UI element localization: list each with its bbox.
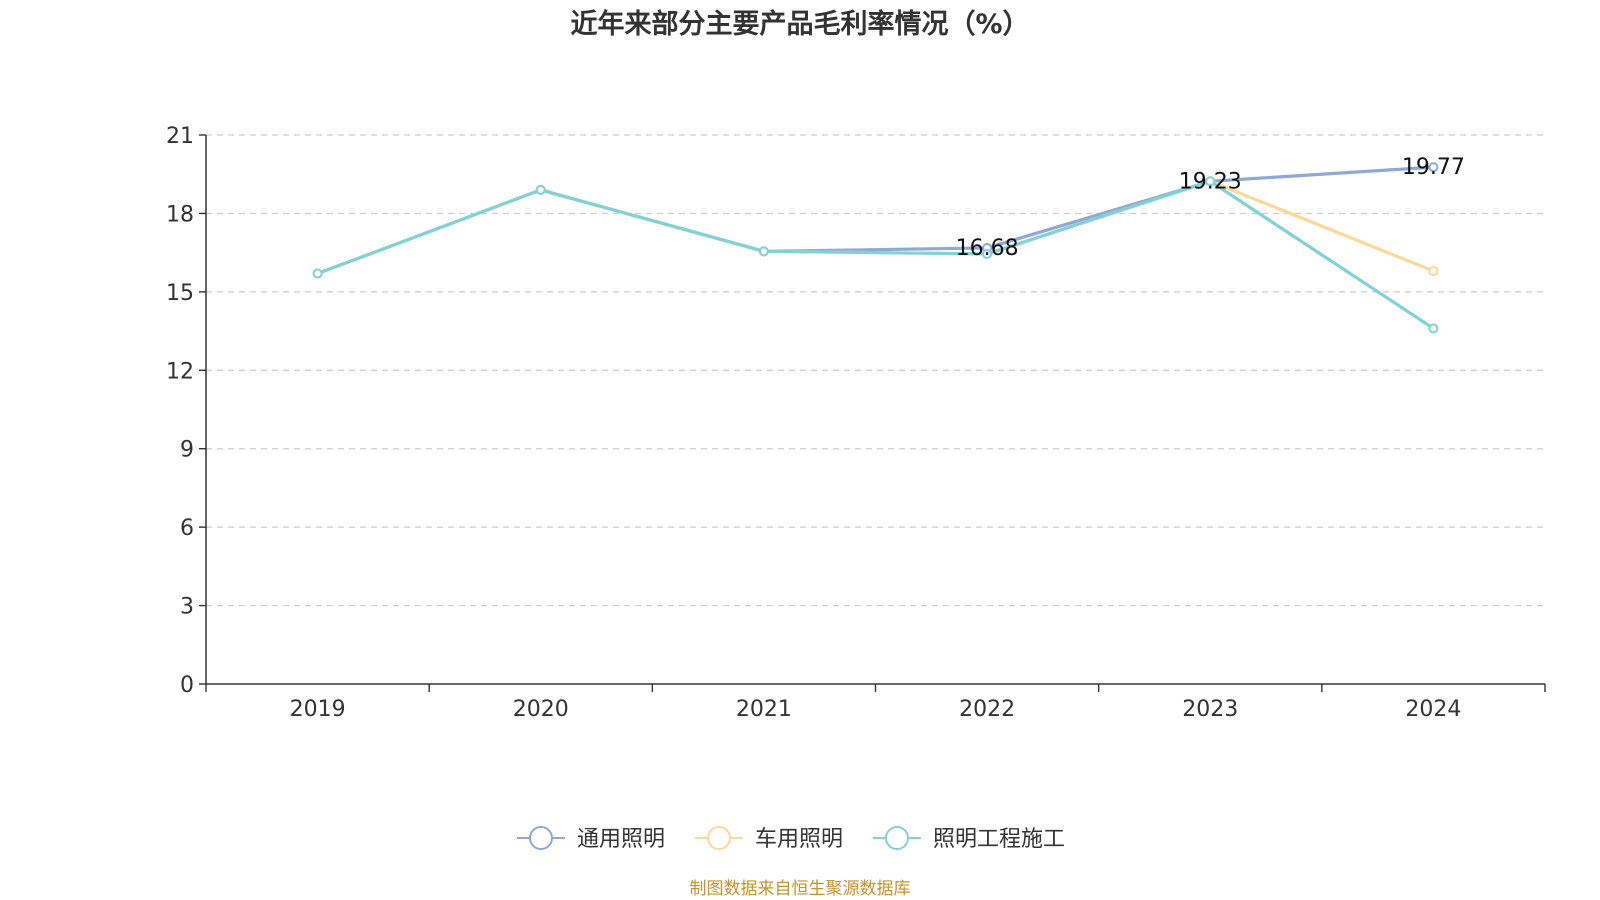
data-point[interactable] (758, 246, 769, 257)
data-label: 19.23 (1179, 169, 1242, 194)
y-tick-label: 15 (166, 281, 194, 306)
legend-marker (885, 826, 909, 850)
y-tick-label: 6 (180, 516, 194, 541)
y-tick-label: 12 (166, 359, 194, 384)
y-tick-label: 21 (166, 124, 194, 149)
legend-label: 通用照明 (577, 827, 665, 852)
axes: 0 3 6 9 12 15 18 21 2019 2020 2021 2022 2023 2024 (166, 124, 1546, 722)
x-tick-label: 2020 (513, 697, 569, 722)
grid-lines (206, 134, 1545, 607)
data-point[interactable] (535, 184, 546, 195)
y-tick-label: 0 (180, 673, 194, 698)
data-point[interactable] (1428, 265, 1439, 276)
data-label: 19.77 (1402, 155, 1465, 180)
legend-marker (529, 826, 553, 850)
legend: 通用照明 车用照明 照明工程施工 (517, 826, 1065, 852)
legend-label: 照明工程施工 (933, 827, 1065, 852)
data-label: 16.68 (956, 236, 1019, 261)
chart-title: 近年来部分主要产品毛利率情况（%） (570, 8, 1029, 40)
data-point[interactable] (1428, 162, 1439, 173)
data-point[interactable] (1428, 323, 1439, 334)
data-labels: 16.68 19.23 19.77 (956, 155, 1465, 261)
series-line-0 (317, 165, 1434, 276)
data-point[interactable] (312, 268, 323, 279)
legend-label: 车用照明 (755, 827, 843, 852)
legend-item-2[interactable]: 照明工程施工 (873, 826, 1065, 852)
legend-item-0[interactable]: 通用照明 (517, 826, 665, 852)
x-tick-label: 2022 (959, 697, 1015, 722)
y-tick-label: 3 (180, 595, 194, 620)
source-note: 制图数据来自恒生聚源数据库 (690, 879, 911, 899)
series-line-1 (317, 179, 1435, 276)
x-tick-label: 2019 (290, 697, 346, 722)
series-lines (312, 162, 1439, 334)
y-tick-label: 9 (180, 438, 194, 463)
x-tick-label: 2021 (736, 697, 792, 722)
legend-item-1[interactable]: 车用照明 (695, 826, 843, 852)
x-tick-label: 2023 (1182, 697, 1238, 722)
data-point[interactable] (1205, 176, 1216, 187)
series-line-2 (317, 179, 1435, 330)
legend-marker (707, 826, 731, 850)
x-tick-label: 2024 (1405, 697, 1461, 722)
y-tick-label: 18 (166, 202, 194, 227)
data-point[interactable] (982, 248, 993, 259)
